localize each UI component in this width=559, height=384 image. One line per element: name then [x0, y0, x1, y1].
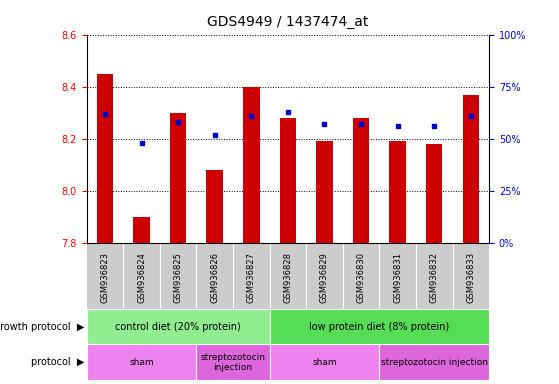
- Bar: [353, 118, 369, 243]
- Text: GSM936830: GSM936830: [357, 252, 366, 303]
- Bar: [243, 87, 259, 243]
- Text: GSM936823: GSM936823: [101, 252, 110, 303]
- Text: GSM936828: GSM936828: [283, 252, 292, 303]
- Bar: [463, 94, 479, 243]
- Text: GSM936827: GSM936827: [247, 252, 256, 303]
- Text: sham: sham: [312, 358, 337, 367]
- Text: GSM936829: GSM936829: [320, 253, 329, 303]
- Text: GSM936824: GSM936824: [137, 253, 146, 303]
- Bar: [97, 74, 113, 243]
- Bar: [390, 141, 406, 243]
- Text: streptozotocin
injection: streptozotocin injection: [201, 353, 266, 372]
- Text: GDS4949 / 1437474_at: GDS4949 / 1437474_at: [207, 15, 368, 29]
- Bar: [170, 113, 186, 243]
- Text: sham: sham: [129, 358, 154, 367]
- Bar: [87, 309, 269, 344]
- Text: streptozotocin injection: streptozotocin injection: [381, 358, 488, 367]
- Bar: [269, 344, 380, 380]
- Bar: [269, 309, 489, 344]
- Text: GSM936826: GSM936826: [210, 252, 219, 303]
- Bar: [87, 344, 196, 380]
- Text: control diet (20% protein): control diet (20% protein): [115, 321, 241, 331]
- Bar: [133, 217, 150, 243]
- Bar: [206, 170, 223, 243]
- Text: GSM936833: GSM936833: [466, 252, 475, 303]
- Text: GSM936831: GSM936831: [393, 252, 402, 303]
- Bar: [316, 141, 333, 243]
- Bar: [280, 118, 296, 243]
- Text: GSM936832: GSM936832: [430, 252, 439, 303]
- Text: protocol  ▶: protocol ▶: [31, 357, 85, 367]
- Bar: [426, 144, 443, 243]
- Bar: [380, 344, 489, 380]
- Text: low protein diet (8% protein): low protein diet (8% protein): [309, 321, 449, 331]
- Bar: [196, 344, 269, 380]
- Text: GSM936825: GSM936825: [174, 253, 183, 303]
- Text: growth protocol  ▶: growth protocol ▶: [0, 321, 85, 331]
